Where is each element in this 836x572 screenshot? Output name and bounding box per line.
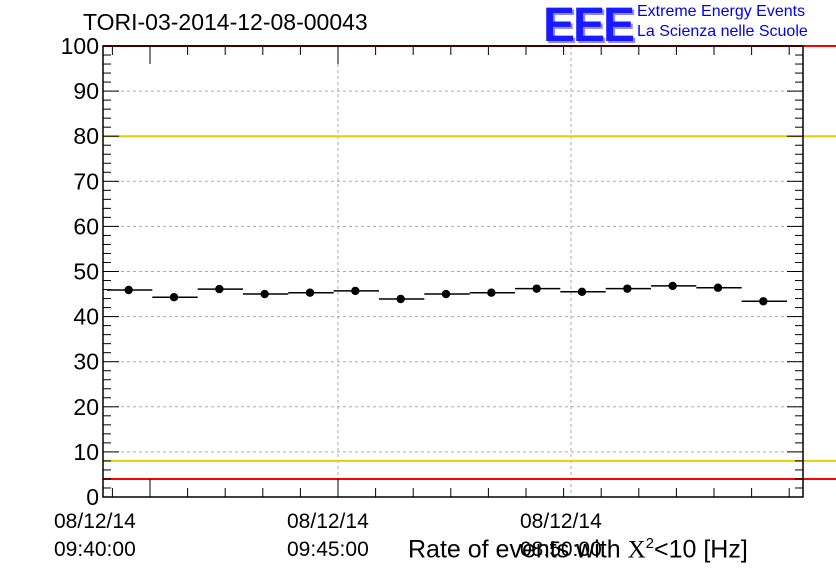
chart-title: TORI-03-2014-12-08-00043 (83, 9, 368, 35)
chi-superscript: 2 (645, 535, 654, 552)
data-point-1 (169, 293, 179, 302)
x-tick-date-2: 08/12/14 (520, 510, 602, 533)
y-tick-label-7: 70 (73, 168, 99, 194)
data-point-6 (396, 294, 405, 304)
x-tick-date-1: 08/12/14 (287, 510, 369, 533)
data-point-13 (713, 283, 723, 292)
data-point-9 (532, 284, 541, 293)
data-point-10 (577, 287, 587, 296)
y-tick-label-1: 10 (73, 439, 99, 465)
x-tick-time-2: 08:50:00 (520, 538, 602, 561)
data-point-4 (305, 288, 315, 297)
data-point-8 (487, 288, 496, 297)
data-point-11 (623, 284, 632, 293)
x-tick-time-0: 09:40:00 (54, 538, 136, 561)
y-tick-label-8: 80 (73, 123, 99, 149)
y-tick-label-6: 60 (73, 213, 99, 239)
data-point-0 (124, 285, 133, 295)
logo-line-2: La Scienza nelle Scuole (637, 23, 808, 40)
x-axis-title-suffix: <10 [Hz] (653, 535, 748, 564)
data-point-14 (759, 297, 768, 306)
data-point-5 (351, 286, 360, 296)
x-tick-time-1: 09:45:00 (287, 538, 369, 561)
y-tick-label-2: 20 (73, 394, 99, 420)
x-axis-title-prefix: Rate of events with (408, 535, 628, 564)
y-tick-label-0: 0 (86, 484, 99, 510)
x-tick-label-1: 08/12/14 09:45:00 (287, 508, 369, 564)
x-tick-label-2: 08/12/14 08:50:00 (520, 508, 602, 564)
data-point-12 (668, 281, 677, 291)
y-tick-label-5: 50 (73, 259, 99, 285)
data-point-2 (215, 284, 224, 294)
y-tick-label-9: 90 (73, 78, 99, 104)
y-tick-label-10: 100 (61, 33, 99, 59)
chi-symbol: X (627, 536, 646, 564)
data-point-3 (260, 289, 269, 299)
eee-logo: EEE (543, 0, 635, 52)
data-point-7 (441, 289, 451, 299)
x-axis-title: Rate of events with X2<10 [Hz] (408, 535, 748, 564)
y-tick-label-3: 30 (73, 349, 99, 375)
logo-line-1: Extreme Energy Events (637, 3, 806, 20)
x-tick-date-0: 08/12/14 (54, 510, 136, 533)
x-tick-label-0: 08/12/14 09:40:00 (54, 508, 136, 564)
y-tick-label-4: 40 (73, 304, 99, 330)
